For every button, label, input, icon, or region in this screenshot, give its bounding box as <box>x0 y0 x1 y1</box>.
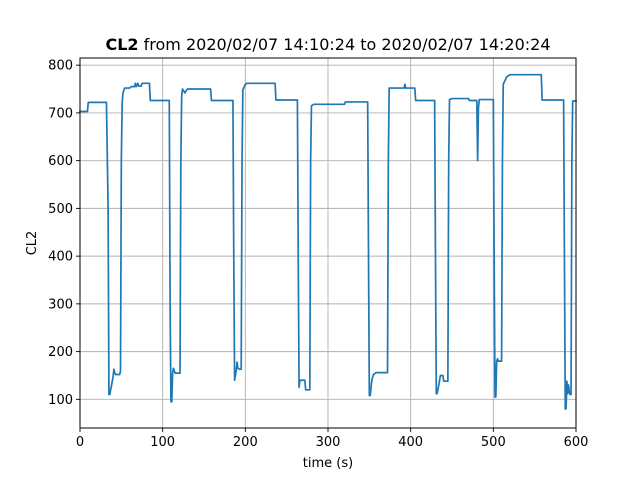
axis-ticks: 0 100 200 300 400 500 600 100 200 300 400 500 600 700… <box>48 59 588 450</box>
series-layer <box>79 73 577 410</box>
y-tick-label: 200 <box>48 345 73 360</box>
x-tick-label: 100 <box>150 435 175 450</box>
y-axis-label: CL2 <box>25 231 40 256</box>
chart-title-bold: CL2 <box>105 35 138 54</box>
y-tick-label: 300 <box>48 297 73 312</box>
x-tick-label: 500 <box>481 435 506 450</box>
x-tick-label: 0 <box>76 435 84 450</box>
x-tick-label: 300 <box>316 435 341 450</box>
x-tick-label: 400 <box>398 435 423 450</box>
y-tick-label: 500 <box>48 202 73 217</box>
x-tick-label: 200 <box>233 435 258 450</box>
y-tick-label: 400 <box>48 250 73 265</box>
chart-title: CL2 from 2020/02/07 14:10:24 to 2020/02/… <box>105 35 550 54</box>
x-tick-label: 600 <box>564 435 589 450</box>
chart-title-rest: from 2020/02/07 14:10:24 to 2020/02/07 1… <box>139 35 551 54</box>
series-line-cl2 <box>79 73 577 410</box>
y-tick-label: 800 <box>48 59 73 74</box>
x-axis-label: time (s) <box>303 456 353 471</box>
y-tick-label: 100 <box>48 393 73 408</box>
y-tick-label: 600 <box>48 154 73 169</box>
y-tick-label: 700 <box>48 106 73 121</box>
